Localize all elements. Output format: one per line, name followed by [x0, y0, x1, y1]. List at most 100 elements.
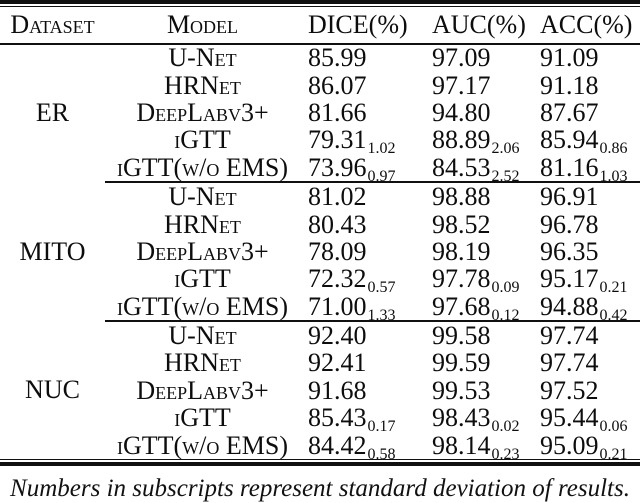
auc-cell: 97.780.09 [424, 266, 532, 297]
acc-sd: 0.06 [599, 418, 628, 436]
auc-sd: 0.23 [491, 445, 520, 463]
table-row: MITO U-Net 81.02 98.88 96.91 [0, 182, 640, 264]
group-er: ER U-Net 85.99 97.09 91.09 HRNet 86.07 9… [0, 43, 640, 185]
table-row: iGTT(w/o EMS) 71.001.33 97.680.12 94.880… [0, 291, 640, 324]
dice-value: 85.99 [308, 43, 367, 73]
dice-value: 80.43 [308, 209, 367, 239]
auc-cell: 97.17 [424, 72, 532, 99]
acc-cell: 91.18 [532, 72, 640, 99]
table-row: iGTT(w/o EMS) 84.420.58 98.140.23 95.090… [0, 430, 640, 462]
dice-value: 86.07 [308, 70, 367, 100]
table-header: Dataset Model DICE(%) AUC(%) ACC(%) [0, 6, 640, 45]
auc-value: 97.17 [432, 70, 491, 100]
table-row: DeepLabv3+ 81.66 94.80 87.67 [0, 99, 640, 126]
dataset-label: NUC [25, 375, 80, 405]
auc-value: 99.58 [432, 321, 491, 351]
dice-cell: 78.09 [300, 238, 424, 265]
dice-value: 79.31 [308, 125, 367, 155]
dice-cell: 91.68 [300, 377, 424, 404]
bottom-rule-thick [0, 462, 640, 466]
acc-value: 81.16 [540, 152, 599, 182]
acc-sd: 0.42 [599, 306, 628, 324]
auc-value: 94.80 [432, 97, 491, 127]
model-name: iGTT [174, 403, 231, 433]
table-row: iGTT 72.320.57 97.780.09 95.170.21 [0, 264, 640, 297]
acc-cell: 97.52 [532, 377, 640, 404]
auc-value: 84.53 [432, 152, 491, 182]
model-name: HRNet [164, 209, 241, 239]
acc-cell: 95.440.06 [532, 403, 640, 436]
dataset-label: ER [35, 98, 70, 128]
table-row: iGTT 85.430.17 98.430.02 95.440.06 [0, 403, 640, 436]
acc-cell: 91.09 [532, 44, 640, 72]
dice-cell: 81.02 [300, 182, 424, 210]
model-name: iGTT [174, 264, 231, 294]
model-name: U-Net [168, 43, 237, 73]
acc-sd: 0.21 [599, 279, 628, 297]
auc-cell: 97.680.12 [424, 293, 532, 323]
dice-cell: 84.420.58 [300, 430, 424, 462]
auc-cell: 99.58 [424, 321, 532, 349]
group-nuc: NUC U-Net 92.40 99.58 97.74 HRNet 92.41 … [0, 321, 640, 462]
model-name: U-Net [168, 182, 237, 212]
table-row: HRNet 92.41 99.59 97.74 [0, 350, 640, 377]
acc-value: 95.44 [540, 403, 599, 433]
dice-value: 92.41 [308, 348, 367, 378]
model-name: DeepLabv3+ [136, 375, 269, 405]
top-rule-thick [0, 0, 640, 4]
header-dice: DICE(%) [300, 6, 424, 45]
acc-cell: 87.67 [532, 99, 640, 126]
table-caption: Numbers in subscripts represent standard… [10, 474, 630, 502]
table-row: HRNet 80.43 98.52 96.78 [0, 211, 640, 238]
auc-cell: 99.53 [424, 377, 532, 404]
acc-cell: 85.940.86 [532, 127, 640, 157]
auc-cell: 99.59 [424, 350, 532, 377]
acc-value: 87.67 [540, 97, 599, 127]
auc-value: 88.89 [432, 125, 491, 155]
auc-sd: 2.52 [491, 167, 520, 185]
model-name: HRNet [164, 348, 241, 378]
model-name: iGTT(w/o EMS) [105, 293, 300, 323]
dice-cell: 85.99 [300, 44, 424, 72]
table-row: NUC U-Net 92.40 99.58 97.74 [0, 321, 640, 402]
auc-cell: 97.09 [424, 44, 532, 72]
table-row: iGTT(w/o EMS) 73.960.97 84.532.52 81.161… [0, 152, 640, 185]
model-name: DeepLabv3+ [136, 97, 269, 127]
bottom-rule-thin [0, 459, 640, 461]
auc-sd: 0.02 [491, 418, 520, 436]
group-mito: MITO U-Net 81.02 98.88 96.91 HRNet 80.43… [0, 182, 640, 324]
dice-cell: 85.430.17 [300, 403, 424, 435]
dice-sd: 0.58 [367, 445, 396, 463]
acc-cell: 97.74 [532, 350, 640, 377]
acc-cell: 95.090.21 [532, 432, 640, 462]
acc-value: 91.18 [540, 70, 599, 100]
acc-value: 96.78 [540, 209, 599, 239]
dice-value: 85.43 [308, 403, 367, 433]
dice-value: 91.68 [308, 375, 367, 405]
acc-cell: 81.161.03 [532, 152, 640, 185]
model-name: HRNet [164, 70, 241, 100]
auc-cell: 88.892.06 [424, 125, 532, 157]
acc-value: 94.88 [540, 291, 599, 321]
dice-value: 84.42 [308, 430, 367, 460]
top-rule-gap [0, 3, 640, 6]
dice-cell: 86.07 [300, 72, 424, 99]
auc-value: 98.43 [432, 403, 491, 433]
auc-sd: 0.09 [491, 279, 520, 297]
dice-value: 73.96 [308, 152, 367, 182]
model-name: iGTT(w/o EMS) [105, 154, 300, 184]
auc-cell: 98.140.23 [424, 432, 532, 462]
auc-value: 97.09 [432, 43, 491, 73]
header-row: Dataset Model DICE(%) AUC(%) ACC(%) [0, 6, 640, 45]
dice-cell: 92.40 [300, 321, 424, 349]
header-dataset: Dataset [0, 6, 105, 45]
dice-cell: 80.43 [300, 211, 424, 238]
header-model: Model [105, 6, 300, 45]
header-auc: AUC(%) [424, 6, 532, 45]
acc-sd: 1.03 [599, 167, 628, 185]
dice-value: 81.66 [308, 97, 367, 127]
dice-sd: 0.57 [367, 279, 396, 297]
dice-sd: 1.02 [367, 140, 396, 158]
auc-value: 99.53 [432, 375, 491, 405]
